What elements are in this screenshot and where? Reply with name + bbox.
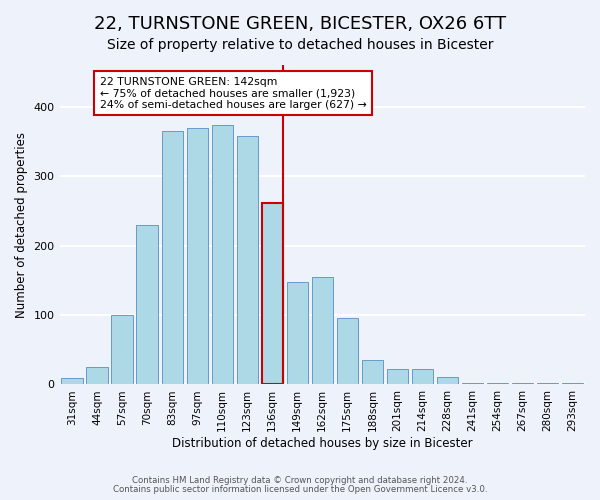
Bar: [512, 383, 533, 384]
Bar: [487, 383, 508, 384]
Bar: [236, 136, 258, 384]
Bar: [387, 369, 408, 384]
Text: 22, TURNSTONE GREEN, BICESTER, OX26 6TT: 22, TURNSTONE GREEN, BICESTER, OX26 6TT: [94, 15, 506, 33]
Bar: [287, 282, 308, 385]
Bar: [86, 367, 108, 384]
Bar: [437, 377, 458, 384]
Bar: [311, 277, 333, 384]
Y-axis label: Number of detached properties: Number of detached properties: [15, 132, 28, 318]
Text: 22 TURNSTONE GREEN: 142sqm
← 75% of detached houses are smaller (1,923)
24% of s: 22 TURNSTONE GREEN: 142sqm ← 75% of deta…: [100, 77, 367, 110]
Bar: [61, 378, 83, 384]
Bar: [362, 360, 383, 384]
X-axis label: Distribution of detached houses by size in Bicester: Distribution of detached houses by size …: [172, 437, 473, 450]
Text: Size of property relative to detached houses in Bicester: Size of property relative to detached ho…: [107, 38, 493, 52]
Bar: [462, 383, 483, 384]
Bar: [187, 128, 208, 384]
Bar: [136, 224, 158, 384]
Bar: [562, 383, 583, 384]
Bar: [412, 369, 433, 384]
Bar: [537, 383, 558, 384]
Text: Contains public sector information licensed under the Open Government Licence v3: Contains public sector information licen…: [113, 485, 487, 494]
Bar: [112, 315, 133, 384]
Bar: [212, 126, 233, 384]
Bar: [161, 131, 183, 384]
Bar: [262, 202, 283, 384]
Bar: [337, 318, 358, 384]
Text: Contains HM Land Registry data © Crown copyright and database right 2024.: Contains HM Land Registry data © Crown c…: [132, 476, 468, 485]
